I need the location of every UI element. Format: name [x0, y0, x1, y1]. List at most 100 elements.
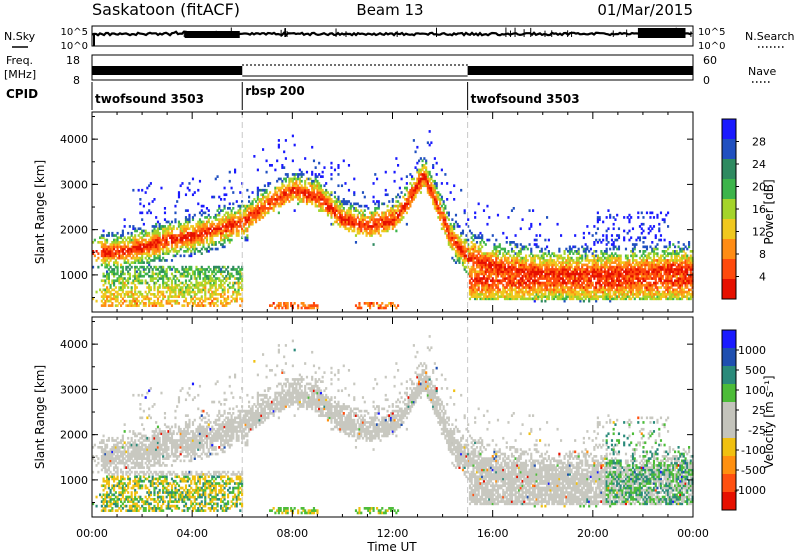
- heatmap-cell: [516, 274, 519, 278]
- heatmap-cell: [286, 188, 289, 192]
- heatmap-cell: [153, 256, 156, 260]
- heatmap-cell: [104, 250, 107, 253]
- heatmap-cell: [539, 234, 542, 237]
- heatmap-cell: [467, 272, 470, 276]
- heatmap-cell: [518, 250, 521, 253]
- heatmap-cell: [202, 238, 205, 242]
- heatmap-cell: [512, 274, 515, 278]
- heatmap-cell: [148, 286, 151, 289]
- heatmap-cell: [104, 263, 107, 267]
- heatmap-cell: [340, 209, 344, 212]
- heatmap-cell: [489, 263, 493, 267]
- heatmap-cell: [361, 231, 365, 235]
- heatmap-cell: [132, 227, 135, 231]
- heatmap-cell: [472, 286, 475, 289]
- heatmap-cell: [426, 182, 429, 185]
- heatmap-cell: [404, 186, 407, 190]
- heatmap-cell: [512, 250, 515, 253]
- heatmap-cell: [391, 213, 394, 217]
- heatmap-cell: [205, 216, 209, 219]
- heatmap-cell: [193, 277, 196, 280]
- heatmap-cell: [228, 241, 231, 244]
- heatmap-cell: [234, 299, 237, 303]
- heatmap-cell: [255, 209, 258, 212]
- heatmap-cell: [482, 293, 486, 296]
- heatmap-cell: [558, 274, 561, 278]
- heatmap-cell: [198, 227, 202, 231]
- heatmap-cell: [298, 179, 301, 183]
- heatmap-cell: [589, 286, 592, 289]
- heatmap-cell: [319, 207, 323, 210]
- heatmap-cell: [411, 177, 414, 181]
- heatmap-cell: [248, 216, 251, 219]
- heatmap-cell: [232, 297, 235, 301]
- heatmap-cell: [113, 268, 116, 271]
- heatmap-cell: [139, 261, 142, 264]
- heatmap-cell: [216, 277, 219, 280]
- heatmap-cell: [297, 175, 300, 178]
- heatmap-cell: [290, 195, 293, 199]
- heatmap-cell: [347, 164, 351, 167]
- heatmap-cell: [227, 288, 230, 292]
- heatmap-cell: [198, 268, 202, 271]
- heatmap-cell: [163, 241, 167, 244]
- heatmap-cell: [193, 247, 196, 251]
- heatmap-cell: [227, 216, 230, 219]
- heatmap-cell: [211, 225, 214, 228]
- heatmap-cell: [481, 281, 484, 285]
- heatmap-cell: [498, 263, 501, 267]
- heatmap-cell: [118, 279, 121, 283]
- heatmap-cell: [144, 241, 147, 244]
- heatmap-cell: [491, 295, 494, 298]
- heatmap-cell: [516, 256, 519, 260]
- heatmap-cell: [211, 222, 214, 226]
- heatmap-cell: [177, 222, 181, 226]
- heatmap-cell: [249, 218, 252, 221]
- heatmap-cell: [349, 227, 352, 231]
- heatmap-cell: [393, 209, 396, 212]
- heatmap-cell: [486, 254, 489, 258]
- heatmap-cell: [148, 288, 151, 292]
- heatmap-cell: [454, 236, 458, 240]
- heatmap-cell: [463, 256, 466, 260]
- heatmap-cell: [546, 216, 549, 219]
- heatmap-cell: [142, 222, 145, 226]
- heatmap-cell: [596, 254, 599, 258]
- heatmap-cell: [221, 229, 224, 233]
- heatmap-cell: [116, 243, 119, 246]
- heatmap-cell: [418, 170, 421, 174]
- heatmap-cell: [114, 261, 117, 264]
- heatmap-cell: [102, 274, 105, 278]
- heatmap-cell: [321, 207, 324, 210]
- heatmap-cell: [248, 222, 251, 226]
- heatmap-cell: [397, 213, 400, 217]
- heatmap-cell: [372, 182, 375, 185]
- heatmap-cell: [116, 261, 119, 264]
- heatmap-cell: [255, 204, 258, 208]
- heatmap-cell: [276, 195, 279, 199]
- heatmap-cell: [356, 209, 359, 212]
- heatmap-cell: [519, 252, 522, 255]
- heatmap-cell: [486, 286, 489, 289]
- heatmap-cell: [186, 250, 189, 253]
- heatmap-cell: [605, 250, 608, 253]
- heatmap-cell: [211, 299, 214, 303]
- heatmap-cell: [358, 222, 361, 226]
- heatmap-cell: [304, 179, 307, 183]
- heatmap-cell: [211, 238, 214, 242]
- heatmap-cell: [486, 279, 489, 283]
- heatmap-cell: [404, 193, 407, 197]
- heatmap-cell: [191, 290, 195, 294]
- heatmap-cell: [118, 286, 121, 289]
- heatmap-cell: [425, 184, 428, 188]
- heatmap-cell: [248, 195, 251, 199]
- heatmap-cell: [493, 252, 496, 255]
- heatmap-cell: [207, 209, 210, 212]
- heatmap-cell: [209, 241, 212, 244]
- heatmap-cell: [220, 279, 223, 283]
- heatmap-cell: [293, 209, 296, 212]
- heatmap-cell: [379, 306, 382, 310]
- heatmap-cell: [214, 277, 217, 280]
- heatmap-cell: [234, 290, 237, 294]
- heatmap-cell: [284, 179, 287, 183]
